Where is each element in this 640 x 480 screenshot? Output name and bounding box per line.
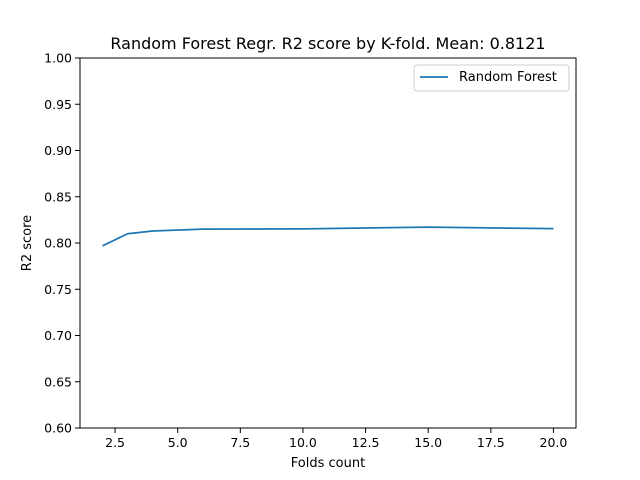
x-axis-label: Folds count bbox=[291, 456, 365, 471]
x-tick-label: 17.5 bbox=[477, 435, 505, 450]
y-tick-label: 0.80 bbox=[44, 236, 72, 251]
x-tick-label: 12.5 bbox=[352, 435, 380, 450]
y-tick-label: 0.65 bbox=[44, 374, 72, 389]
y-axis-label: R2 score bbox=[20, 215, 35, 271]
chart-title: Random Forest Regr. R2 score by K-fold. … bbox=[110, 34, 545, 53]
y-tick-label: 0.60 bbox=[44, 421, 72, 436]
axes-border bbox=[79, 57, 577, 429]
x-tick-label: 7.5 bbox=[230, 435, 250, 450]
x-tick-label: 20.0 bbox=[540, 435, 568, 450]
plot-background bbox=[80, 58, 576, 428]
axes-frame bbox=[79, 57, 577, 429]
y-tick-label: 0.75 bbox=[44, 282, 72, 297]
plot-area bbox=[80, 58, 576, 428]
x-tick-label: 5.0 bbox=[168, 435, 188, 450]
y-tick-label: 0.95 bbox=[44, 97, 72, 112]
y-axis-ticks: 0.60 0.65 0.70 0.75 0.80 0.85 0.90 0.95 1.00 bbox=[44, 51, 80, 436]
legend: Random Forest bbox=[413, 64, 570, 92]
x-tick-label: 15.0 bbox=[414, 435, 442, 450]
series-layer bbox=[102, 226, 554, 247]
y-tick-label: 0.70 bbox=[44, 328, 72, 343]
y-tick-label: 0.90 bbox=[44, 143, 72, 158]
x-axis-ticks: 2.5 5.0 7.5 10.0 12.5 15.0 17.5 20.0 bbox=[105, 428, 567, 450]
y-tick-label: 1.00 bbox=[44, 51, 72, 66]
x-tick-label: 10.0 bbox=[289, 435, 317, 450]
y-tick-label: 0.85 bbox=[44, 189, 72, 204]
x-tick-label: 2.5 bbox=[105, 435, 125, 450]
legend-label-random-forest: Random Forest bbox=[459, 70, 557, 85]
legend-box bbox=[413, 64, 570, 92]
